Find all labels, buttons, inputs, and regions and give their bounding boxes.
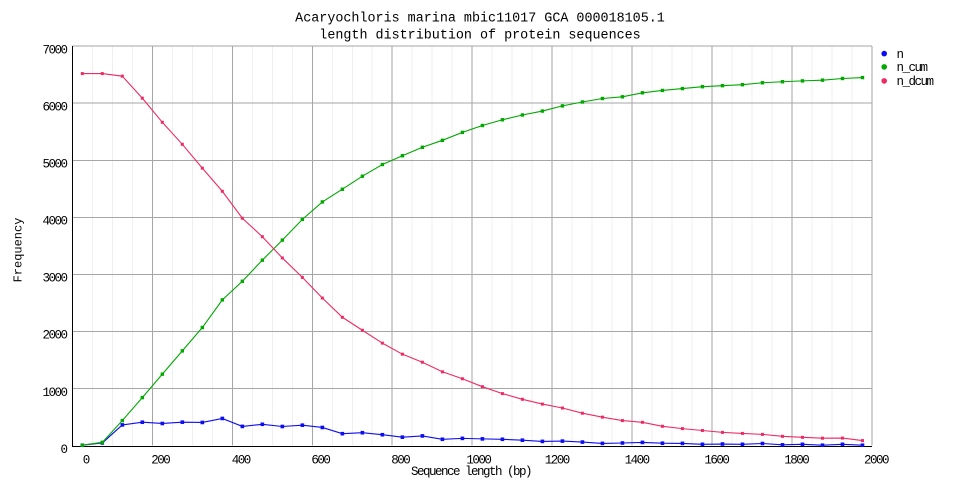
svg-text:600: 600 [311,454,330,468]
svg-text:3000: 3000 [42,272,67,286]
svg-text:n: n [897,48,904,62]
svg-text:2000: 2000 [864,454,889,468]
svg-text:6000: 6000 [42,101,67,115]
svg-text:200: 200 [151,454,170,468]
svg-text:1400: 1400 [625,454,650,468]
svg-text:Sequence length (bp): Sequence length (bp) [411,465,531,479]
svg-text:Frequency: Frequency [12,218,26,283]
svg-text:400: 400 [232,454,251,468]
svg-text:2000: 2000 [42,329,67,343]
svg-text:0: 0 [60,443,67,457]
svg-text:1000: 1000 [466,454,491,468]
svg-text:1000: 1000 [42,386,67,400]
svg-text:800: 800 [391,454,410,468]
svg-text:7000: 7000 [42,44,67,58]
svg-text:1600: 1600 [704,454,729,468]
svg-text:5000: 5000 [42,158,67,172]
svg-text:Acaryochloris marina mbic11017: Acaryochloris marina mbic11017 GCA 00001… [295,12,665,27]
svg-text:1200: 1200 [545,454,570,468]
svg-text:1800: 1800 [784,454,809,468]
svg-text:0: 0 [83,454,90,468]
svg-text:n_dcum: n_dcum [897,75,934,89]
svg-text:n_cum: n_cum [897,61,928,75]
svg-text:4000: 4000 [42,215,67,229]
svg-text:length distribution of protein: length distribution of protein sequences [319,29,640,44]
